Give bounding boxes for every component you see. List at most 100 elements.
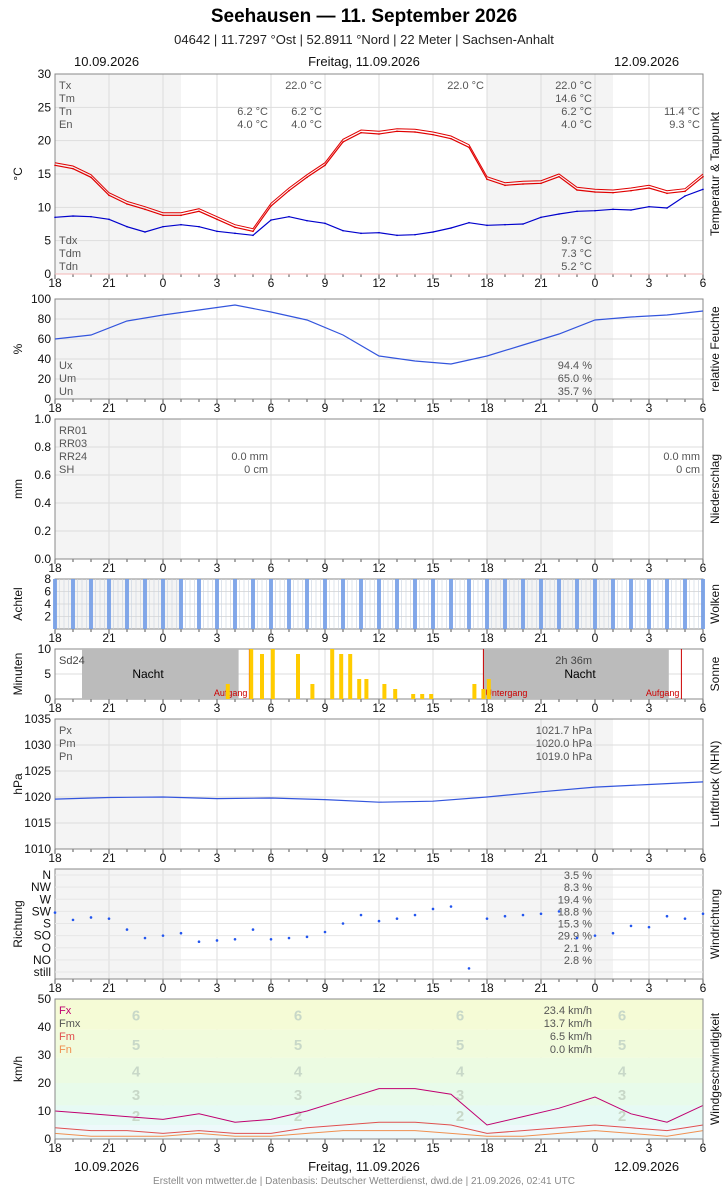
- dew-point: [306, 219, 308, 222]
- humidity-x-tick-label: 9: [322, 401, 329, 415]
- temperature-y-tick-label: 25: [38, 100, 52, 114]
- sunshine-bar: [260, 654, 264, 699]
- pressure-y-axis-label: hPa: [11, 773, 25, 795]
- wind_speed-x-tick-label: 15: [426, 1141, 440, 1155]
- dew-point: [648, 205, 650, 208]
- wind_speed-x-tick-label: 3: [214, 1141, 221, 1155]
- wind-direction-point: [701, 912, 705, 916]
- dew-point: [54, 216, 56, 219]
- sunshine-y-tick-label: 0: [44, 692, 51, 706]
- cloud-bar: [557, 579, 561, 629]
- precip-stat-name: SH: [59, 464, 74, 476]
- dew-point: [612, 208, 614, 211]
- pressure-x-tick-label: 21: [102, 851, 116, 865]
- temp-point: [144, 208, 146, 211]
- wind_speed-y-tick-label: 10: [38, 1104, 52, 1118]
- wind-stat-name: Fm: [59, 1031, 75, 1043]
- temp-stat-value: 6.2 °C: [561, 106, 592, 118]
- humidity-x-tick-label: 0: [160, 401, 167, 415]
- temp-stat-value: 4.0 °C: [561, 119, 592, 131]
- humidity-y-tick-label: 0: [44, 392, 51, 406]
- direction-stat-value: 2.1 %: [564, 943, 592, 955]
- direction-label: N: [42, 868, 51, 882]
- clouds-x-tick-label: 0: [160, 631, 167, 645]
- cloud-bar: [233, 579, 237, 629]
- pressure-stat-value: 1021.7 hPa: [536, 725, 593, 737]
- pressure-stat-value: 1019.0 hPa: [536, 751, 593, 763]
- beaufort-band: [55, 1057, 703, 1083]
- pressure-panel: 18 21 0 3 6 9 12 15 18 21 0 3 6 1010 1015 1020 1025 1030 1…: [11, 712, 722, 865]
- beaufort-label: 3: [294, 1087, 302, 1104]
- pressure-y-tick-label: 1010: [24, 842, 51, 856]
- wind-direction-point: [485, 917, 489, 920]
- direction-stat-value: 18.8 %: [558, 906, 592, 918]
- cloud-bar: [359, 579, 363, 629]
- temp-point: [198, 210, 200, 213]
- pressure-x-tick-label: 18: [48, 851, 62, 865]
- temp-point: [288, 189, 290, 192]
- wind-direction-point: [215, 939, 219, 942]
- wind_speed-x-tick-label: 21: [102, 1141, 116, 1155]
- sunshine-x-tick-label: 21: [534, 701, 548, 715]
- wind-direction-point: [323, 930, 327, 934]
- temperature-y-tick-label: 20: [38, 134, 52, 148]
- temp-stat-value: 14.6 °C: [555, 93, 592, 105]
- temp-stat-value: 6.2 °C: [291, 106, 322, 118]
- sunshine-x-tick-label: 0: [592, 701, 599, 715]
- humidity-x-tick-label: 6: [268, 401, 275, 415]
- cloud-bar: [611, 579, 615, 629]
- sunshine-bar: [382, 684, 387, 699]
- humidity-y-tick-label: 20: [38, 372, 52, 386]
- temp-point: [126, 203, 128, 205]
- cloud-bar: [215, 579, 219, 629]
- temperature-x-tick-label: 6: [268, 276, 275, 290]
- temp-point: [54, 164, 56, 167]
- temp-stat-value: 22.0 °C: [555, 80, 592, 92]
- wind-direction-point: [251, 928, 255, 931]
- sunshine-stat-value: 2h 36m: [555, 655, 592, 667]
- precipitation-x-tick-label: 3: [214, 561, 221, 575]
- pressure-x-tick-label: 3: [646, 851, 653, 865]
- dew-point: [108, 218, 110, 221]
- temp-stat-value: 22.0 °C: [285, 80, 322, 92]
- dew-point: [450, 227, 452, 229]
- cloud-bar: [107, 579, 111, 629]
- sunshine-x-tick-label: 6: [268, 701, 275, 715]
- wind-direction-point: [611, 931, 615, 935]
- cloud-bar: [269, 579, 273, 629]
- temp-point: [414, 131, 416, 133]
- sunset-label: Untergang: [485, 688, 527, 698]
- cloud-bar: [251, 579, 255, 629]
- precipitation-x-tick-label: 18: [48, 561, 62, 575]
- cloud-bar: [449, 579, 453, 629]
- clouds-x-tick-label: 6: [268, 631, 275, 645]
- wind-direction-point: [539, 912, 543, 916]
- pressure-x-tick-label: 0: [592, 851, 599, 865]
- wind_direction-panel: 18 21 0 3 6 9 12 15 18 21 0 3 6 Richtung Windrichtung N…: [11, 868, 722, 995]
- beaufort-label: 5: [618, 1037, 626, 1054]
- date-center-top: Freitag, 11.09.2026: [308, 54, 420, 69]
- cloud-bar: [341, 579, 345, 629]
- clouds-x-tick-label: 21: [102, 631, 116, 645]
- temp-point: [612, 191, 614, 194]
- humidity-stat-value: 35.7 %: [558, 386, 592, 398]
- wind_direction-x-tick-label: 18: [48, 981, 62, 995]
- dew-point: [288, 215, 290, 218]
- temp-point: [522, 183, 524, 185]
- cloud-bar: [467, 579, 471, 629]
- humidity-night-shade: [487, 299, 613, 399]
- sunshine-bar: [357, 679, 362, 699]
- humidity-stat-value: 94.4 %: [558, 360, 592, 372]
- sunshine-side-label: Sonne: [708, 656, 722, 691]
- cloud-bar: [413, 579, 417, 629]
- night-band: [82, 649, 239, 699]
- temp-point: [468, 146, 470, 149]
- wind-direction-point: [683, 917, 687, 920]
- cloud-bar: [647, 579, 651, 629]
- fn-line: [54, 1130, 704, 1137]
- precip-stat-name: RR01: [59, 425, 87, 437]
- temperature-x-tick-label: 0: [160, 276, 167, 290]
- precipitation-night-shade: [55, 419, 181, 559]
- temp-stat-name: Tn: [59, 106, 72, 118]
- humidity-x-tick-label: 6: [700, 401, 707, 415]
